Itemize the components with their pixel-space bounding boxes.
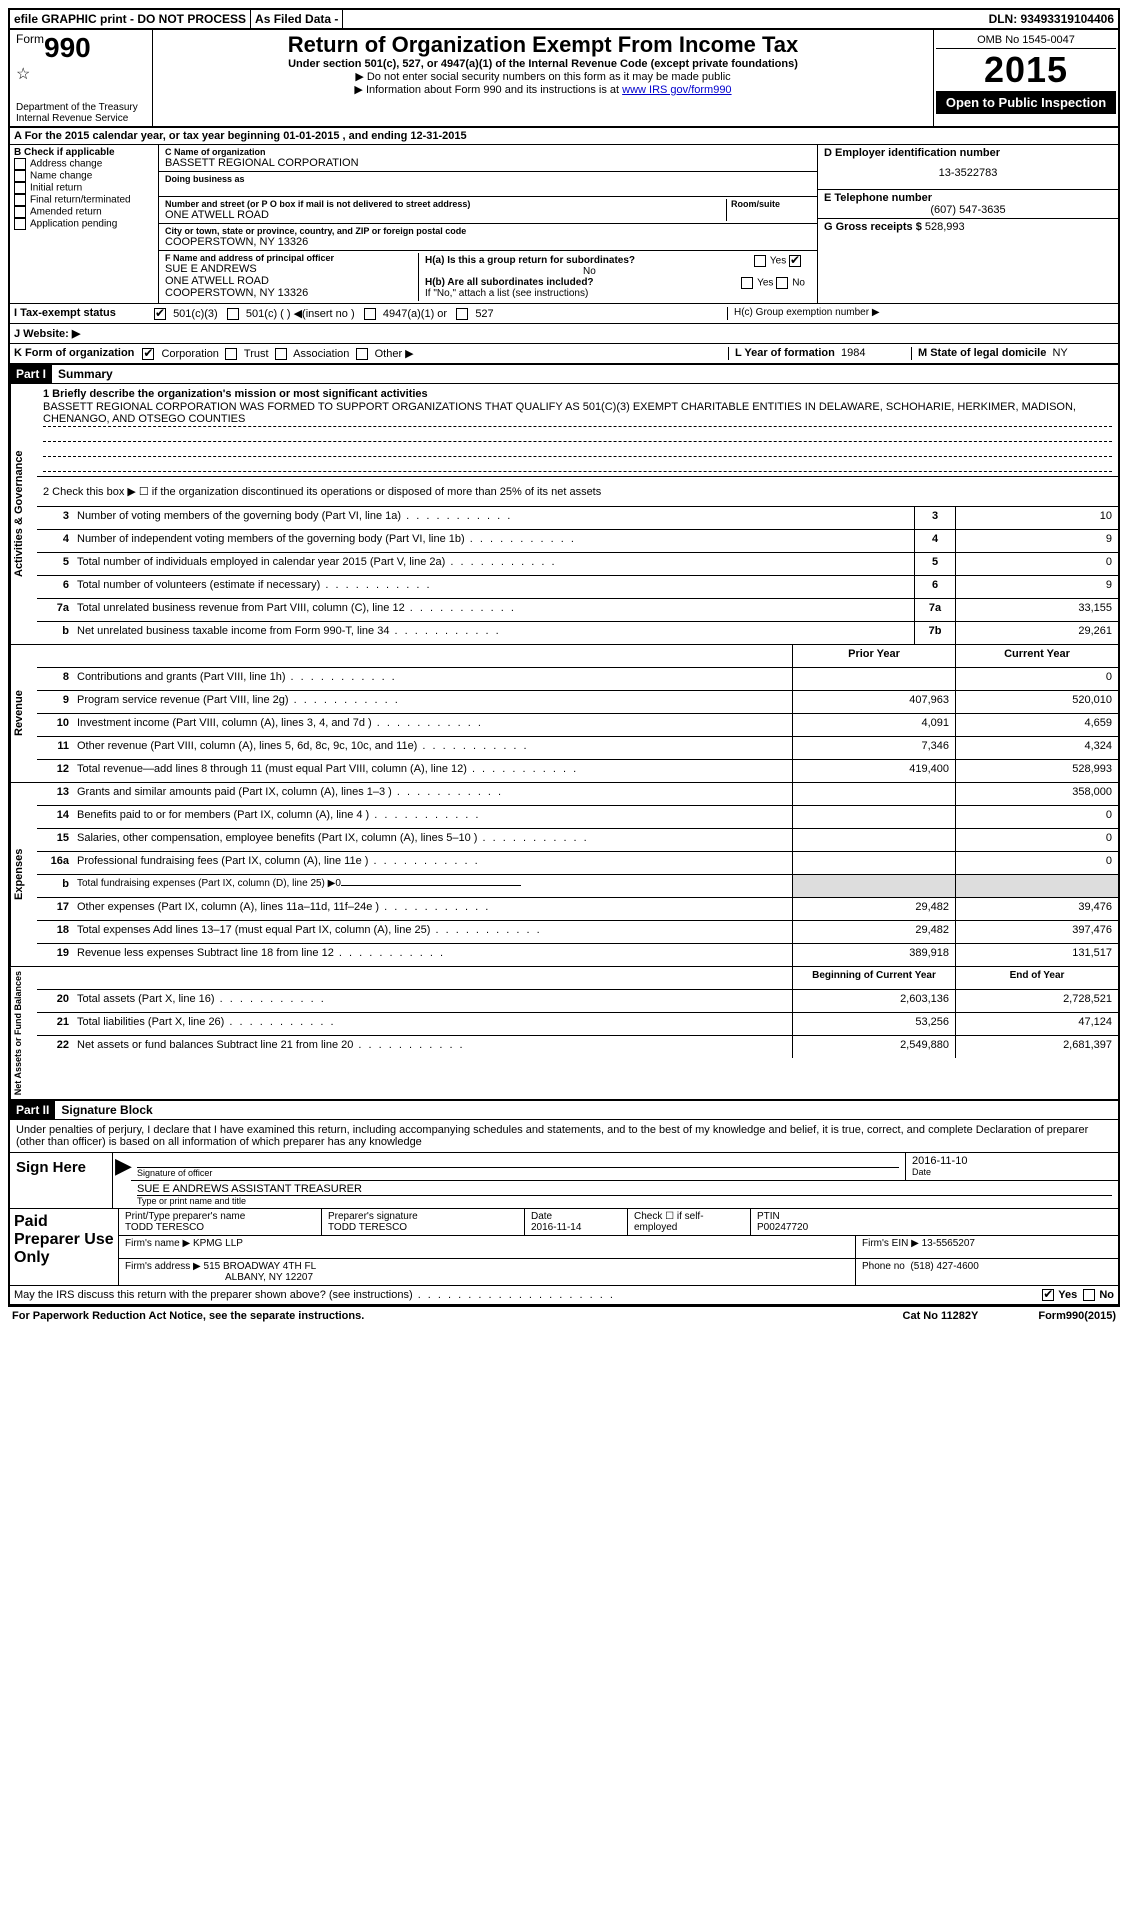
footer: For Paperwork Reduction Act Notice, see … <box>8 1307 1120 1325</box>
arrow-icon: ▶ <box>113 1153 131 1208</box>
netassets-block: Net Assets or Fund Balances Beginning of… <box>10 967 1118 1100</box>
section-a: A For the 2015 calendar year, or tax yea… <box>10 128 1118 145</box>
instr-2: ▶ Information about Form 990 and its ins… <box>159 83 927 96</box>
omb-number: OMB No 1545-0047 <box>936 32 1116 49</box>
summary-line: 7aTotal unrelated business revenue from … <box>37 599 1118 622</box>
firm-name: KPMG LLP <box>193 1238 243 1249</box>
vertical-netassets: Net Assets or Fund Balances <box>10 967 37 1099</box>
pra-notice: For Paperwork Reduction Act Notice, see … <box>12 1310 364 1322</box>
irs-link[interactable]: www IRS gov/form990 <box>622 84 731 96</box>
phone: (607) 547-3635 <box>824 204 1112 216</box>
summary-line: 14Benefits paid to or for members (Part … <box>37 806 1118 829</box>
org-form-row: K Form of organization Corporation Trust… <box>10 344 1118 364</box>
summary-line: 17Other expenses (Part IX, column (A), l… <box>37 898 1118 921</box>
summary-line: 16aProfessional fundraising fees (Part I… <box>37 852 1118 875</box>
hc-row: H(c) Group exemption number ▶ <box>727 307 1114 320</box>
form-number: Form990 <box>16 32 146 64</box>
summary-line: 20Total assets (Part X, line 16)2,603,13… <box>37 990 1118 1013</box>
info-grid: B Check if applicable Address change Nam… <box>10 145 1118 304</box>
summary-line: 6Total number of volunteers (estimate if… <box>37 576 1118 599</box>
summary-line: 4Number of independent voting members of… <box>37 530 1118 553</box>
summary-line: bTotal fundraising expenses (Part IX, co… <box>37 875 1118 898</box>
dln: DLN: 93493319104406 <box>985 10 1118 28</box>
org-city: COOPERSTOWN, NY 13326 <box>165 236 811 248</box>
dept-label: Department of the Treasury <box>16 102 146 113</box>
summary-line: 5Total number of individuals employed in… <box>37 553 1118 576</box>
signer-name: SUE E ANDREWS ASSISTANT TREASURER <box>137 1183 1112 1196</box>
expenses-block: Expenses 13Grants and similar amounts pa… <box>10 783 1118 967</box>
tax-year: 2015 <box>936 49 1116 91</box>
paid-preparer-label: Paid Preparer Use Only <box>10 1209 119 1285</box>
part-ii-header: Part II Signature Block <box>10 1100 1118 1120</box>
summary-line: 11Other revenue (Part VIII, column (A), … <box>37 737 1118 760</box>
officer-name: SUE E ANDREWS <box>165 263 418 275</box>
form-version: Form990(2015) <box>1038 1310 1116 1322</box>
summary-line: 22Net assets or fund balances Subtract l… <box>37 1036 1118 1058</box>
hb-row: H(b) Are all subordinates included? Yes … <box>425 277 805 288</box>
tax-exempt-row: I Tax-exempt status 501(c)(3) 501(c) ( )… <box>10 304 1118 324</box>
open-public: Open to Public Inspection <box>936 91 1116 114</box>
part-i-header: Part I Summary <box>10 364 1118 384</box>
perjury-text: Under penalties of perjury, I declare th… <box>10 1120 1118 1152</box>
header-left: Form990 ☆ Department of the Treasury Int… <box>10 30 153 126</box>
ha-row: H(a) Is this a group return for subordin… <box>425 255 805 277</box>
check-applicable: B Check if applicable Address change Nam… <box>10 145 159 303</box>
website-row: J Website: ▶ <box>10 324 1118 344</box>
form-title: Return of Organization Exempt From Incom… <box>159 32 927 58</box>
summary-line: 10Investment income (Part VIII, column (… <box>37 714 1118 737</box>
ein: 13-3522783 <box>824 159 1112 187</box>
org-name: BASSETT REGIONAL CORPORATION <box>165 157 811 169</box>
form-subtitle: Under section 501(c), 527, or 4947(a)(1)… <box>159 58 927 70</box>
sign-date: 2016-11-10 <box>912 1155 1112 1167</box>
preparer-date: 2016-11-14 <box>531 1222 621 1233</box>
mission-text: BASSETT REGIONAL CORPORATION WAS FORMED … <box>43 400 1112 427</box>
summary-line: 8Contributions and grants (Part VIII, li… <box>37 668 1118 691</box>
irs-label: Internal Revenue Service <box>16 113 146 124</box>
vertical-revenue: Revenue <box>10 645 37 782</box>
summary-line: 9Program service revenue (Part VIII, lin… <box>37 691 1118 714</box>
org-street: ONE ATWELL ROAD <box>165 209 726 221</box>
year-formation: 1984 <box>841 347 865 359</box>
cat-number: Cat No 11282Y <box>903 1310 979 1322</box>
summary-line: 18Total expenses Add lines 13–17 (must e… <box>37 921 1118 944</box>
summary-line: 21Total liabilities (Part X, line 26)53,… <box>37 1013 1118 1036</box>
preparer-name: TODD TERESCO <box>125 1222 315 1233</box>
summary-line: 12Total revenue—add lines 8 through 11 (… <box>37 760 1118 782</box>
summary-line: 19Revenue less expenses Subtract line 18… <box>37 944 1118 966</box>
header-center: Return of Organization Exempt From Incom… <box>153 30 933 126</box>
summary-line: 15Salaries, other compensation, employee… <box>37 829 1118 852</box>
summary-line: bNet unrelated business taxable income f… <box>37 622 1118 644</box>
summary-line: 3Number of voting members of the governi… <box>37 507 1118 530</box>
sign-here-label: Sign Here <box>10 1153 113 1208</box>
form-container: efile GRAPHIC print - DO NOT PROCESS As … <box>8 8 1120 1307</box>
line-2: 2 Check this box ▶ ☐ if the organization… <box>37 477 1118 507</box>
top-bar: efile GRAPHIC print - DO NOT PROCESS As … <box>10 10 1118 30</box>
summary-line: 13Grants and similar amounts paid (Part … <box>37 783 1118 806</box>
instr-1: ▶ Do not enter social security numbers o… <box>159 70 927 83</box>
revenue-block: Revenue Prior Year Current Year 8Contrib… <box>10 645 1118 783</box>
gross-receipts: 528,993 <box>925 221 965 233</box>
org-info: C Name of organization BASSETT REGIONAL … <box>159 145 817 303</box>
header-right: OMB No 1545-0047 2015 Open to Public Ins… <box>933 30 1118 126</box>
governance-block: Activities & Governance 1 Briefly descri… <box>10 384 1118 645</box>
ptin: P00247720 <box>757 1222 1112 1233</box>
sign-block: Sign Here ▶ Signature of officer 2016-11… <box>10 1152 1118 1209</box>
vertical-expenses: Expenses <box>10 783 37 966</box>
paid-preparer-block: Paid Preparer Use Only Print/Type prepar… <box>10 1209 1118 1286</box>
discuss-row: May the IRS discuss this return with the… <box>10 1286 1118 1305</box>
efile-notice: efile GRAPHIC print - DO NOT PROCESS <box>10 10 251 28</box>
form-header: Form990 ☆ Department of the Treasury Int… <box>10 30 1118 128</box>
vertical-governance: Activities & Governance <box>10 384 37 644</box>
right-column: D Employer identification number 13-3522… <box>817 145 1118 303</box>
as-filed: As Filed Data - <box>251 10 343 28</box>
